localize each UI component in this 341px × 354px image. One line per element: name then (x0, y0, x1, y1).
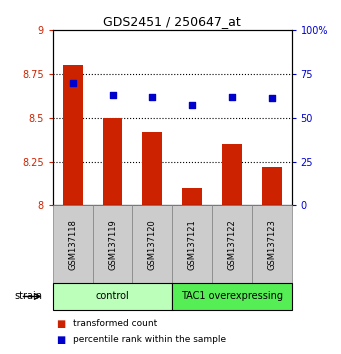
Point (150, 94, 155, 99)
Point (229, 94, 235, 99)
Bar (103, 118, 122, 205)
Text: TAC1 overexpressing: TAC1 overexpressing (181, 291, 283, 302)
Title: GDS2451 / 250647_at: GDS2451 / 250647_at (103, 15, 241, 28)
Point (70, 80, 75, 86)
Bar (143, 132, 162, 205)
Bar (222, 144, 242, 205)
Text: GSM137122: GSM137122 (227, 219, 236, 270)
Text: GSM137123: GSM137123 (267, 219, 276, 270)
Text: ■: ■ (56, 319, 65, 329)
Text: GSM137119: GSM137119 (108, 219, 117, 270)
Text: control: control (96, 291, 129, 302)
Bar (182, 188, 202, 205)
Point (110, 92, 115, 98)
Text: strain: strain (15, 291, 43, 302)
Text: GSM137120: GSM137120 (148, 219, 157, 270)
Text: percentile rank within the sample: percentile rank within the sample (73, 335, 226, 344)
Text: GSM137118: GSM137118 (68, 219, 77, 270)
Point (189, 103, 195, 108)
Text: GSM137121: GSM137121 (188, 219, 197, 270)
Text: ■: ■ (56, 335, 65, 345)
Text: transformed count: transformed count (73, 319, 158, 329)
Bar (262, 167, 282, 205)
Bar (63, 65, 83, 205)
Point (269, 96, 275, 101)
